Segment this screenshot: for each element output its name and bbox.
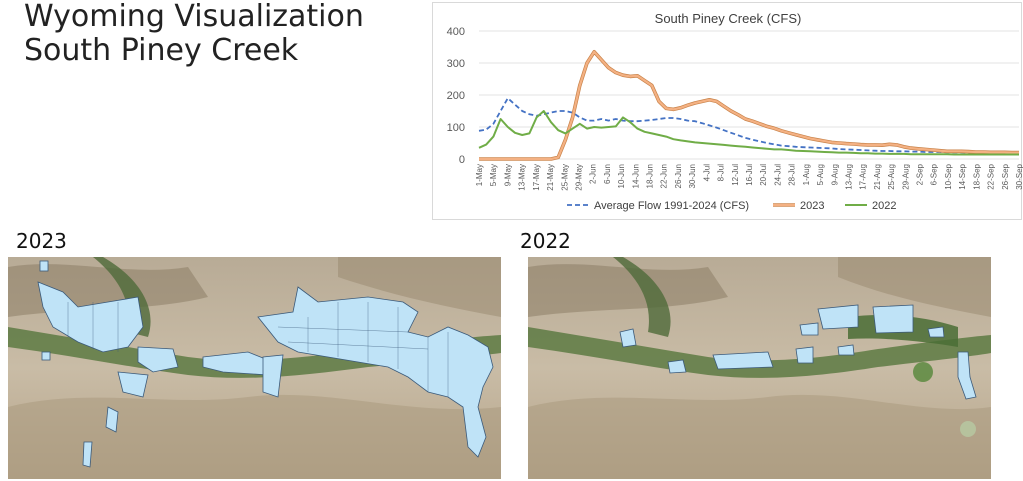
pivot-field — [960, 421, 976, 437]
terrain-ridge — [528, 394, 991, 479]
river-valley — [528, 327, 991, 378]
x-tick-label: 21-May — [546, 164, 555, 191]
x-tick-label: 6-Jun — [603, 164, 612, 184]
x-tick-label: 5-May — [489, 164, 498, 186]
x-tick-label: 18-Sep — [972, 163, 981, 189]
map-2023-image — [8, 257, 501, 479]
chart-y-ticks: 0 100 200 300 400 — [447, 26, 465, 166]
x-tick-label: 29-Aug — [901, 164, 910, 190]
x-tick-label: 9-May — [503, 164, 512, 186]
x-tick-label: 16-Jul — [745, 164, 754, 186]
x-tick-label: 14-Sep — [958, 163, 967, 189]
parcel-boundaries — [67, 302, 449, 397]
irrigated-parcels-2023 — [37, 260, 494, 468]
x-tick-label: 12-Jul — [731, 164, 740, 186]
chart-legend: Average Flow 1991-2024 (CFS) 2023 2022 — [567, 200, 896, 212]
y-tick-label: 400 — [447, 26, 465, 38]
x-tick-label: 1-May — [475, 164, 484, 186]
chart-title: South Piney Creek (CFS) — [655, 11, 802, 26]
terrain-ridge — [528, 264, 728, 317]
y-tick-label: 100 — [447, 122, 465, 134]
series-line-outline-1 — [479, 49, 1019, 161]
x-tick-label: 22-Sep — [987, 163, 996, 189]
y-tick-label: 200 — [447, 90, 465, 102]
terrain-ridge — [838, 257, 991, 317]
x-tick-label: 14-Jun — [631, 164, 640, 188]
map-2023 — [8, 257, 501, 479]
x-tick-label: 25-May — [560, 164, 569, 191]
x-tick-label: 25-Aug — [887, 164, 896, 190]
x-tick-label: 13-Aug — [844, 164, 853, 190]
y-tick-label: 300 — [447, 58, 465, 70]
x-tick-label: 20-Jul — [759, 164, 768, 186]
irrigated-parcels-2022 — [619, 304, 977, 400]
chart-x-ticks: 1-May 5-May 9-May 13-May 17-May 21-May 25-May 2… — [475, 163, 1023, 190]
x-tick-label: 17-Aug — [859, 164, 868, 190]
x-tick-label: 13-May — [518, 164, 527, 191]
x-tick-label: 6-Sep — [930, 163, 939, 185]
series-line-2 — [478, 110, 1019, 156]
slide-title-line1: Wyoming Visualization — [24, 0, 364, 34]
series-line-0 — [478, 97, 1019, 154]
flow-chart-svg: South Piney Creek (CFS) 0 100 200 300 400 1-… — [447, 11, 1023, 212]
chart-series — [478, 49, 1019, 161]
x-tick-label: 29-May — [574, 164, 583, 191]
map-label-2023: 2023 — [16, 229, 67, 253]
x-tick-label: 30-Jun — [688, 164, 697, 188]
slide-title-line2: South Piney Creek — [24, 33, 299, 68]
map-2022 — [528, 257, 991, 479]
x-tick-label: 10-Sep — [944, 163, 953, 189]
x-tick-label: 2-Sep — [916, 163, 925, 185]
x-tick-label: 5-Aug — [816, 164, 825, 185]
series-line-1 — [479, 50, 1019, 161]
legend-label-2: 2022 — [872, 200, 896, 212]
map-label-2022: 2022 — [520, 229, 571, 253]
x-tick-label: 8-Jul — [717, 164, 726, 182]
chart-gridlines — [479, 30, 1019, 160]
x-tick-label: 1-Aug — [802, 164, 811, 185]
terrain-ridge — [8, 394, 501, 479]
x-tick-label: 24-Jul — [773, 164, 782, 186]
x-tick-label: 4-Jul — [702, 164, 711, 182]
x-tick-label: 2-Jun — [589, 164, 598, 184]
slide-title: Wyoming Visualization South Piney Creek — [24, 0, 364, 68]
legend-label-0: Average Flow 1991-2024 (CFS) — [594, 200, 749, 212]
x-tick-label: 30-Sep — [1015, 163, 1023, 189]
x-tick-label: 28-Jul — [788, 164, 797, 186]
x-tick-label: 9-Aug — [830, 164, 839, 185]
x-tick-label: 26-Sep — [1001, 163, 1010, 189]
flow-chart: South Piney Creek (CFS) 0 100 200 300 400 1-… — [432, 2, 1023, 220]
legend-label-1: 2023 — [800, 200, 824, 212]
x-tick-label: 21-Aug — [873, 164, 882, 190]
x-tick-label: 10-Jun — [617, 164, 626, 188]
x-tick-label: 22-Jun — [660, 164, 669, 188]
y-tick-label: 0 — [459, 154, 465, 166]
map-2022-image — [528, 257, 991, 479]
x-tick-label: 18-Jun — [646, 164, 655, 188]
pivot-field — [913, 362, 933, 382]
x-tick-label: 17-May — [532, 164, 541, 191]
terrain-ridge — [338, 257, 501, 317]
vegetation-area — [613, 257, 671, 337]
x-tick-label: 26-Jun — [674, 164, 683, 188]
